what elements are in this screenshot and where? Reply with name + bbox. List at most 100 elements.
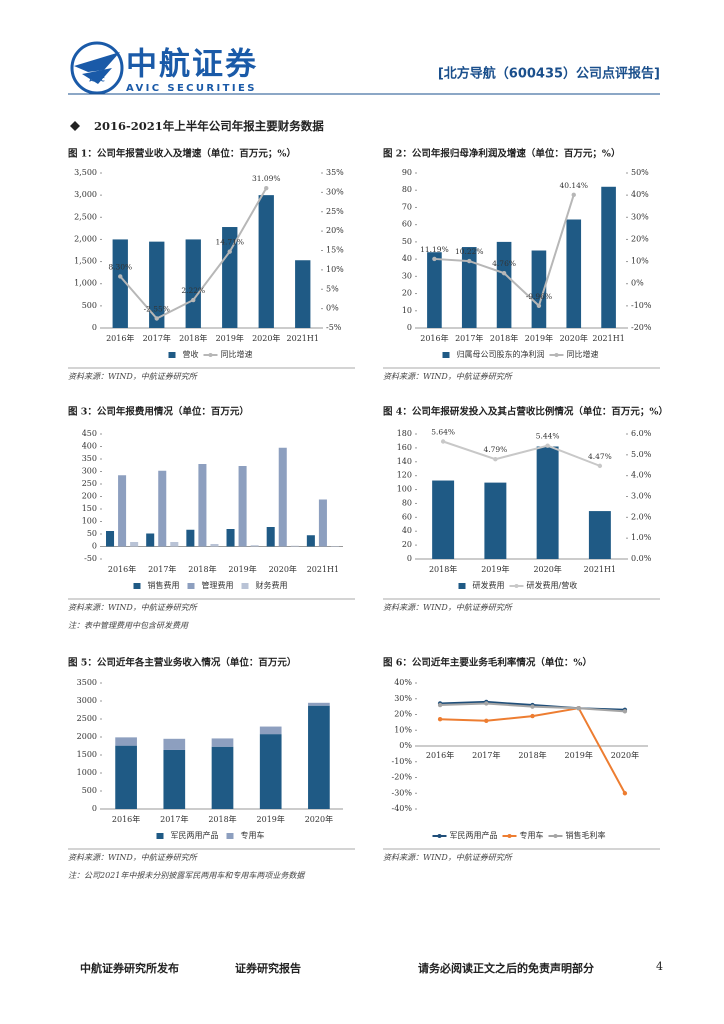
chart: 图 3：公司年报费用情况（单位：百万元） -50 0 50 100 150 200 250 30…	[68, 406, 355, 630]
y-tick-label: 90	[402, 168, 412, 177]
data-label: 5.44%	[536, 432, 560, 441]
data-label: 4.76%	[492, 259, 516, 268]
chart: 图 1：公司年报营业收入及增速（单位：百万元；%） 0 500 1,000 1,500 2…	[68, 148, 355, 381]
x-tick-label: 2019年	[481, 564, 509, 574]
y2-tick-label: 6.0%	[631, 429, 652, 438]
chart-title: 图 1：公司年报营业收入及增速（单位：百万元；%）	[68, 148, 296, 160]
bar	[278, 447, 287, 547]
legend-label: 营收	[183, 349, 199, 359]
legend-item: 财务费用	[241, 580, 288, 590]
chart-note: 注：公司2021年中报未分别披露军民两用车和专用车两项业务数据	[68, 871, 305, 880]
section-bullet	[70, 121, 80, 131]
legend-label: 专用车	[520, 830, 544, 840]
line-marker	[493, 457, 498, 462]
bar	[258, 195, 274, 328]
line-marker	[597, 463, 603, 469]
logo-mark: AVIC	[89, 77, 105, 84]
y2-tick-label: 50%	[631, 168, 649, 177]
y-tick-label: 3,000	[74, 190, 97, 199]
bar	[185, 239, 201, 328]
y-tick-label: 10%	[394, 725, 412, 734]
y-tick-label: 50	[402, 237, 412, 246]
footer-report-type: 证券研究报告	[235, 961, 301, 975]
chart-source: 资料来源：WIND，中航证券研究所	[68, 603, 199, 612]
legend-label: 研发费用/营收	[527, 580, 578, 590]
report-tag: [北方导航（600435）公司点评报告]	[438, 66, 660, 82]
y-tick-label: 2,500	[74, 212, 97, 221]
x-tick-label: 2017年	[148, 564, 176, 574]
legend-swatch	[168, 352, 176, 358]
x-tick-label: 2017年	[455, 333, 483, 343]
y2-tick-label: 10%	[631, 257, 649, 266]
data-label: 40.14%	[559, 181, 588, 190]
line-marker	[536, 303, 542, 308]
bar	[118, 475, 127, 547]
chart-source: 资料来源：WIND，中航证券研究所	[68, 372, 199, 381]
chart-title: 图 5：公司近年各主营业务收入情况（单位：百万元）	[68, 657, 296, 669]
legend-swatch	[226, 833, 234, 839]
line-marker	[545, 443, 550, 448]
y-tick-label: 70	[402, 202, 412, 211]
bar	[210, 544, 219, 547]
y-tick-label: 20%	[394, 710, 412, 719]
chart-title: 图 4：公司年报研发投入及其占营收比例情况（单位：百万元；%）	[383, 406, 668, 418]
bar	[484, 482, 507, 559]
y2-tick-label: -20%	[631, 323, 652, 332]
legend-item: 军民两用产品	[156, 830, 219, 840]
page-number: 4	[656, 960, 663, 973]
bar	[222, 227, 238, 328]
y-tick-label: -20%	[392, 773, 413, 782]
bar	[130, 542, 139, 547]
legend-swatch-marker	[208, 353, 213, 357]
y-tick-label: 50	[87, 529, 97, 538]
x-tick-label: 2016年	[106, 333, 134, 343]
data-label: 14.71%	[215, 238, 244, 247]
chart-title: 图 6：公司近年主要业务毛利率情况（单位：%）	[383, 657, 592, 669]
line-marker	[437, 702, 443, 708]
y-tick-label: 20	[402, 289, 412, 298]
line-marker	[530, 713, 535, 719]
bar	[158, 470, 167, 547]
y-tick-label: 100	[82, 517, 97, 526]
x-tick-label: 2021H1	[584, 565, 616, 574]
x-tick-label: 2020年	[269, 564, 297, 574]
line-marker	[264, 185, 269, 191]
y-tick-label: 150	[82, 504, 97, 513]
bar	[536, 446, 559, 559]
bar-segment	[308, 702, 330, 706]
y-tick-label: 60	[402, 512, 412, 521]
y-tick-label: 60	[402, 220, 412, 229]
logo-wing	[74, 52, 120, 72]
bar	[306, 535, 315, 547]
bar-segment	[115, 745, 137, 809]
x-tick-label: 2019年	[228, 564, 256, 574]
bar	[318, 499, 327, 547]
y2-tick-label: 3.0%	[631, 492, 652, 501]
line-marker	[191, 297, 196, 303]
y-tick-label: 80	[402, 185, 412, 194]
y-tick-label: 200	[82, 492, 97, 501]
bar-segment	[308, 705, 330, 809]
data-label: -9.96%	[526, 292, 552, 301]
chart-source: 资料来源：WIND，中航证券研究所	[383, 603, 514, 612]
bar-segment	[211, 738, 234, 747]
data-label: 2.22%	[181, 286, 205, 295]
legend-label: 同比增速	[567, 349, 599, 359]
line-series	[442, 440, 601, 467]
line-marker	[622, 709, 628, 714]
x-tick-label: 2020年	[611, 750, 639, 760]
data-label: 11.19%	[420, 245, 449, 254]
line-marker	[437, 717, 443, 722]
bar	[149, 241, 165, 328]
y-tick-label: 300	[82, 467, 97, 476]
x-tick-label: 2018年	[518, 750, 546, 760]
chart-source: 资料来源：WIND，中航证券研究所	[383, 372, 514, 381]
legend-swatch-marker	[553, 834, 558, 838]
chart-source: 资料来源：WIND，中航证券研究所	[383, 853, 514, 862]
y2-tick-label: -5%	[326, 323, 342, 332]
bar-segment	[163, 749, 186, 809]
chart: 图 5：公司近年各主营业务收入情况（单位：百万元） 0 500 1000 1500 200…	[68, 657, 355, 880]
y-tick-label: 120	[397, 471, 412, 480]
y-tick-label: 2,000	[74, 234, 97, 243]
line-marker	[440, 439, 446, 444]
